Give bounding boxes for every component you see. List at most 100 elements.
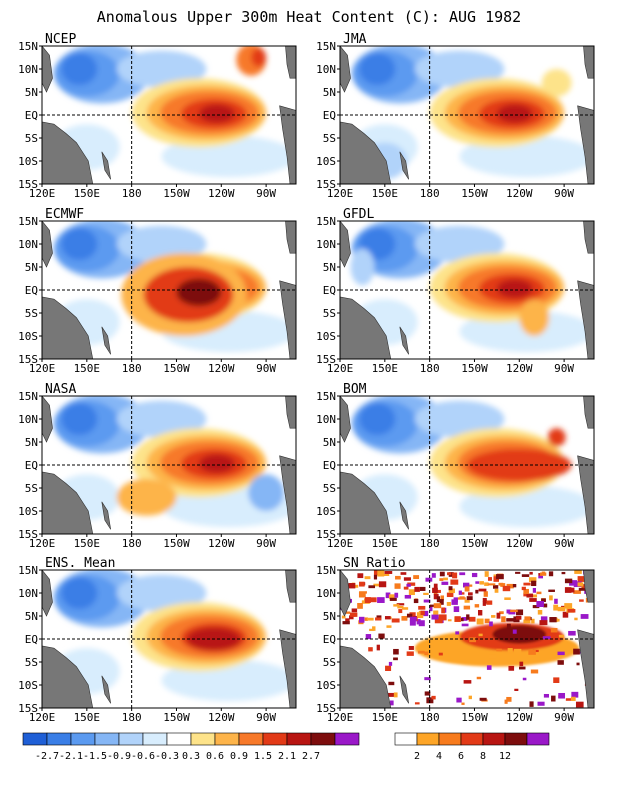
panel-title: NASA	[45, 382, 76, 397]
colorbar-swatch	[310, 732, 336, 746]
y-tick-label: EQ	[323, 284, 336, 297]
sn-speckle	[479, 697, 487, 701]
sn-speckle	[574, 570, 582, 574]
sn-speckle	[433, 603, 442, 609]
land-mass	[583, 46, 594, 79]
sn-speckle	[516, 609, 524, 616]
sn-speckle	[443, 577, 448, 581]
y-tick-label: 15N	[18, 564, 38, 577]
land-mass	[285, 221, 296, 254]
sn-speckle	[577, 576, 586, 582]
colorbar-swatch	[70, 732, 96, 746]
sn-speckle	[364, 617, 368, 621]
field-contour	[248, 474, 285, 511]
sn-speckle	[420, 610, 425, 616]
sn-speckle	[488, 654, 497, 659]
sn-speckle	[348, 583, 356, 589]
sn-speckle	[447, 619, 452, 622]
x-tick-label: 150E	[372, 537, 399, 550]
y-tick-label: 15S	[18, 528, 38, 541]
land-mass	[583, 221, 594, 254]
y-tick-label: EQ	[323, 109, 336, 122]
sn-speckle	[521, 586, 526, 591]
field-layer	[340, 46, 594, 184]
sn-speckle	[463, 680, 472, 684]
sn-speckle	[478, 588, 487, 592]
y-tick-label: 15S	[18, 353, 38, 366]
sn-speckle	[416, 619, 421, 625]
sn-speckle	[433, 610, 439, 615]
sn-speckle	[409, 619, 416, 626]
sn-speckle	[414, 702, 420, 705]
sn-band	[492, 625, 547, 644]
colorbar-swatch	[394, 732, 418, 746]
sn-speckle	[548, 589, 555, 592]
sn-speckle	[529, 701, 534, 707]
sn-speckle	[519, 661, 524, 667]
x-tick-label: 150E	[372, 362, 399, 375]
sn-speckle	[369, 597, 377, 603]
sn-speckle	[404, 594, 412, 599]
sn-speckle	[388, 594, 395, 599]
sn-speckle	[409, 616, 417, 622]
sn-speckle	[506, 609, 512, 614]
sn-speckle	[439, 571, 445, 577]
sn-speckle	[468, 584, 473, 587]
sn-speckle	[432, 587, 438, 594]
sn-speckle	[542, 636, 551, 640]
sn-speckle	[543, 603, 548, 608]
sn-speckle	[543, 693, 549, 698]
colorbar-label: -0.3	[155, 751, 179, 762]
sn-speckle	[433, 593, 439, 600]
sn-speckle	[466, 614, 470, 620]
y-tick-label: 10N	[316, 413, 336, 426]
sn-speckle	[478, 633, 483, 637]
chart-title: Anomalous Upper 300m Heat Content (C): A…	[97, 8, 521, 26]
sn-speckle	[506, 696, 512, 702]
sn-speckle	[373, 583, 382, 587]
x-tick-label: 150E	[372, 711, 399, 724]
sn-speckle	[459, 572, 466, 576]
sn-speckle	[393, 604, 400, 607]
field-contour	[359, 402, 396, 436]
colorbar-swatch	[166, 732, 192, 746]
x-tick-label: 120W	[208, 362, 235, 375]
sn-speckle	[570, 696, 576, 701]
colorbar-label: 6	[458, 751, 464, 762]
sn-speckle	[464, 586, 470, 592]
y-tick-label: 5N	[25, 436, 38, 449]
y-tick-label: 10S	[18, 155, 38, 168]
field-contour	[359, 52, 396, 86]
sn-speckle	[557, 606, 566, 612]
sn-speckle	[446, 592, 454, 598]
y-tick-label: 10N	[18, 63, 38, 76]
field-contour	[198, 454, 235, 473]
field-layer	[42, 396, 296, 534]
x-tick-label: 120E	[327, 711, 354, 724]
sn-speckle	[540, 572, 547, 576]
y-tick-label: 10S	[316, 155, 336, 168]
y-tick-label: 5N	[25, 261, 38, 274]
x-tick-label: 120W	[208, 537, 235, 550]
x-tick-label: 120E	[327, 187, 354, 200]
colorbar-label: 8	[480, 751, 486, 762]
sn-speckle	[452, 572, 458, 579]
sn-speckle	[536, 601, 544, 607]
y-tick-label: 10S	[18, 330, 38, 343]
sn-speckle	[413, 575, 420, 580]
y-tick-label: 5N	[25, 86, 38, 99]
sn-speckle	[557, 651, 565, 656]
y-tick-label: 5S	[25, 656, 38, 669]
sn-speckle	[580, 614, 589, 619]
sn-speckle	[548, 571, 554, 577]
sn-speckle	[529, 598, 537, 602]
colorbar-label: 0.9	[230, 751, 248, 762]
sn-speckle	[424, 677, 431, 681]
sn-speckle	[578, 587, 586, 591]
sn-speckle	[455, 631, 460, 635]
sn-speckle	[463, 582, 470, 588]
colorbar-swatch	[262, 732, 288, 746]
panel-title: SN Ratio	[343, 556, 406, 571]
x-tick-label: 120E	[327, 537, 354, 550]
land-mass	[42, 296, 94, 359]
